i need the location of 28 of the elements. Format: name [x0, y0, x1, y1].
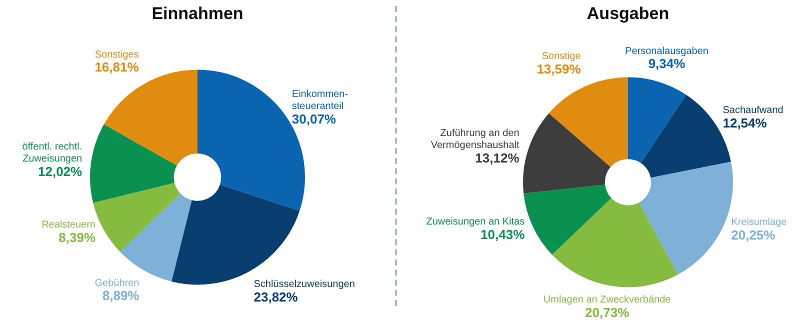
slice-label: Gebühren	[94, 278, 140, 289]
slice-label: Sonstige	[542, 51, 582, 62]
slice-label: öffentl. rechtl. Zuweisungen	[22, 142, 82, 165]
data-label: 13,12%	[475, 150, 520, 166]
data-label: 23,82%	[254, 289, 298, 304]
data-label: 12,54%	[722, 115, 768, 130]
slice-label: Umlagen an Zweckverbände	[543, 294, 672, 306]
data-label: 30,07%	[292, 112, 336, 127]
slice-label: Sonstiges	[94, 49, 139, 60]
slice-label: Zuweisungen an Kitas	[426, 216, 525, 228]
slice-label: Personalausgaben	[625, 46, 708, 57]
data-label: 13,59%	[536, 62, 582, 77]
slice-label: Einkommen- steueranteil	[292, 89, 348, 112]
data-label: 8,39%	[58, 230, 96, 246]
data-label: 20,25%	[731, 227, 776, 242]
data-label: 10,43%	[480, 226, 526, 242]
data-label: 8,89%	[102, 288, 140, 304]
slice-label: Schlüsselzuweisungen	[254, 278, 355, 290]
slice-label: Sachaufwand	[722, 105, 784, 116]
slice-label: Kreisumlage	[731, 217, 788, 228]
data-label: 16,81%	[94, 60, 140, 75]
chart-title: Ausgaben	[586, 4, 670, 23]
chart-title: Einnahmen	[152, 4, 244, 23]
data-label: 20,73%	[585, 304, 630, 320]
data-label: 12,02%	[38, 164, 83, 179]
data-label: 9,34%	[648, 56, 686, 72]
slice-label: Zuführung an den Vermögenshaushalt	[430, 128, 520, 152]
slice-label: Realsteuern	[42, 220, 96, 231]
